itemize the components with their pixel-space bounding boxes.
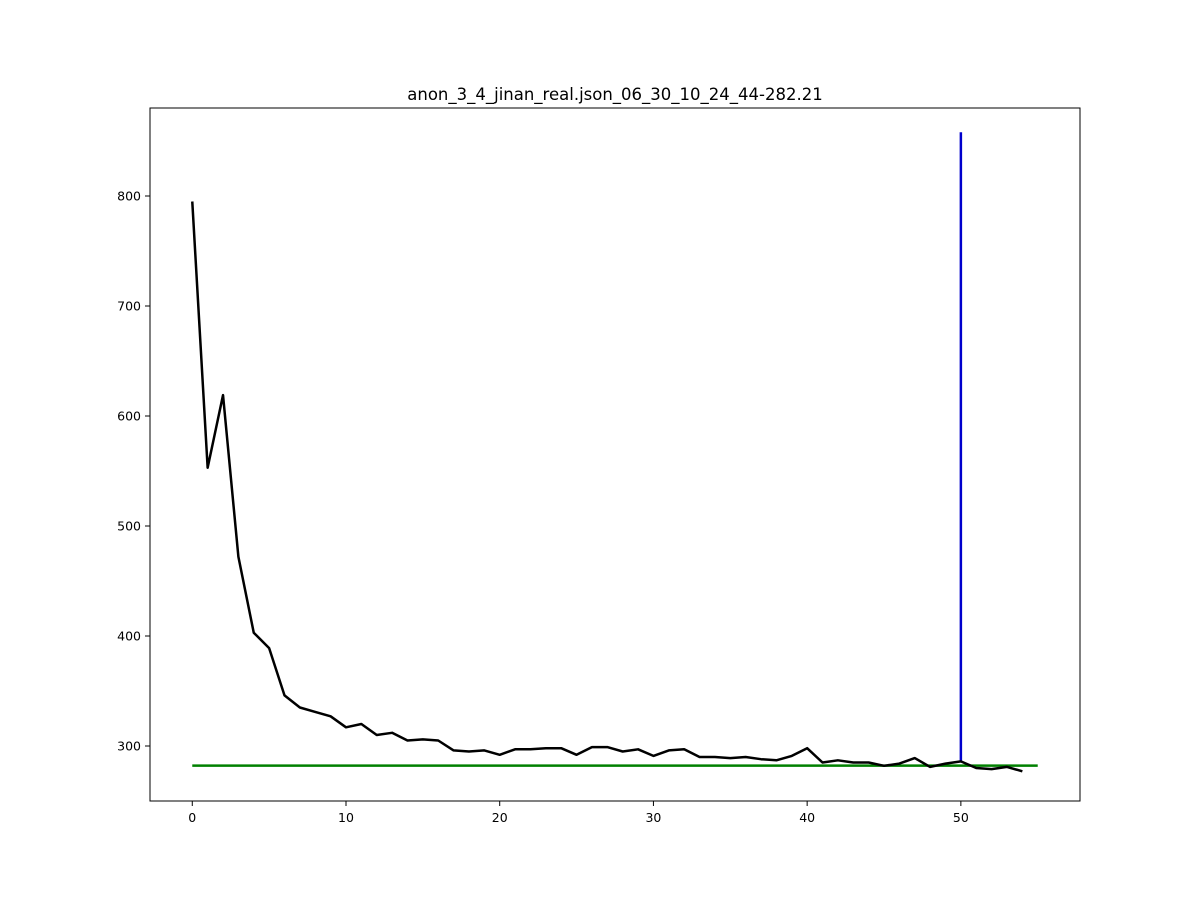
y-tick-label: 600 — [117, 409, 141, 424]
x-tick-label: 50 — [953, 810, 969, 825]
y-tick-label: 300 — [117, 739, 141, 754]
x-tick-label: 10 — [338, 810, 354, 825]
series-line — [191, 201, 1023, 773]
y-tick-label: 400 — [117, 629, 141, 644]
x-tick-label: 20 — [492, 810, 508, 825]
x-tick-label: 30 — [645, 810, 661, 825]
x-tick-label: 40 — [799, 810, 815, 825]
y-tick-label: 500 — [117, 519, 141, 534]
y-tick-label: 700 — [117, 299, 141, 314]
y-tick-label: 800 — [117, 189, 141, 204]
plot-frame — [149, 107, 1081, 802]
plot-area: 0 10 20 30 40 50 300 400 500 600 700 800 — [117, 107, 1081, 825]
chart-title: anon_3_4_jinan_real.json_06_30_10_24_44-… — [407, 85, 822, 105]
x-tick-label: 0 — [188, 810, 196, 825]
